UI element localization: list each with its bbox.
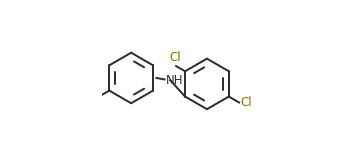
Text: Cl: Cl (240, 96, 252, 109)
Text: NH: NH (166, 74, 183, 87)
Text: Cl: Cl (170, 51, 181, 64)
